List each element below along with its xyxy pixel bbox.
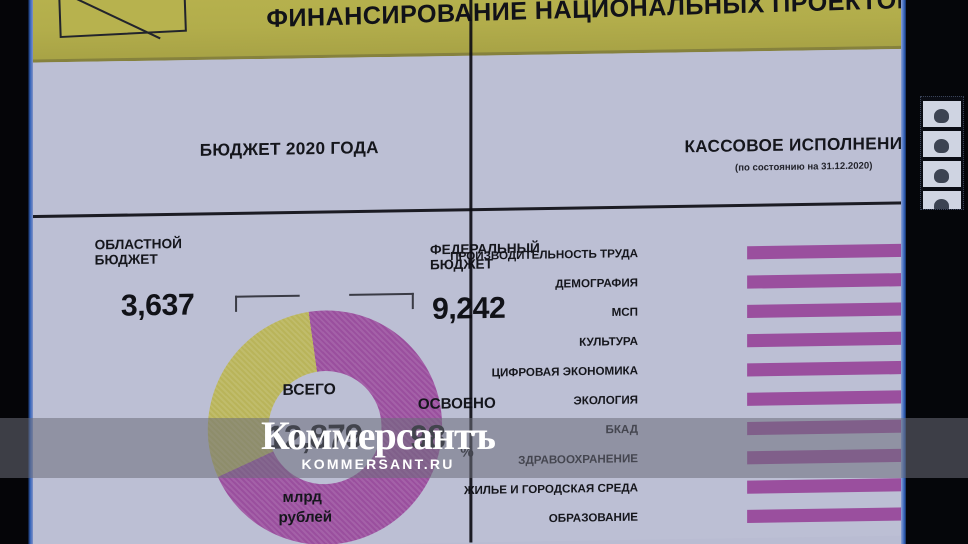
bracket-right [349,292,414,311]
chart-row-label: ПРОИЗВОДИТЕЛЬНОСТЬ ТРУДА [450,247,639,264]
screen-frame-right [901,0,907,544]
chart-row-label: ДЕМОГРАФИЯ [555,277,639,291]
total-label: ВСЕГО [282,380,336,399]
chart-row-bar [747,272,906,289]
chart-row-track [747,389,906,406]
thumbnail-participant [923,191,961,209]
chart-row-bar [747,331,906,348]
watermark-url: KOMMERSANT.RU [301,456,455,472]
chart-row-track [747,243,906,260]
regional-budget-label-line1: ОБЛАСТНОЙ [94,235,182,253]
thumbnail-participant [923,161,961,187]
regional-budget-value: 3,637 [120,288,195,323]
chart-row-label: ЭКОЛОГИЯ [573,394,639,408]
chart-row-track [747,272,906,289]
chart-row: ЭКОЛОГИЯ99 [533,387,906,413]
section-subcaption-date: (по состоянию на 31.12.2020) [735,160,873,174]
chart-row-bar [747,507,906,523]
chart-row-bar [747,302,906,318]
chart-row: ЦИФРОВАЯ ЭКОНОМИКА99 [492,357,906,383]
bracket-left [235,294,300,312]
execution-bar-chart: ПРОИЗВОДИТЕЛЬНОСТЬ ТРУДА100ДЕМОГРАФИЯ100… [450,240,906,541]
video-conference-thumbnails [920,96,964,210]
chart-row-track [747,360,906,377]
chart-row-bar [747,360,906,377]
total-unit-line1: млрд [282,488,322,507]
chart-row-label: КУЛЬТУРА [579,335,639,349]
screen-frame-left [28,0,33,544]
chart-row: ОБРАЗОВАНИЕ95 [533,504,906,530]
chart-row: ДЕМОГРАФИЯ100 [533,270,906,296]
chart-row-bar [747,243,906,260]
chart-row-track [747,507,906,523]
thumbnail-participant [923,101,961,127]
chart-row: ЖИЛЬЕ И ГОРОДСКАЯ СРЕДА96 [464,475,906,501]
chart-row-track [747,478,906,494]
regional-budget-label: ОБЛАСТНОЙ БЮДЖЕТ [95,236,182,268]
section-caption-budget: БЮДЖЕТ 2020 ГОДА [199,137,379,160]
chart-row-label: ЖИЛЬЕ И ГОРОДСКАЯ СРЕДА [463,482,639,498]
chart-row-label: МСП [611,306,639,320]
total-unit-line2: рублей [278,508,333,527]
chart-row-track [747,302,906,318]
chart-row-bar [747,389,906,406]
section-caption-execution: КАССОВОЕ ИСПОЛНЕНИЕ, % [684,133,907,157]
watermark-band [0,418,968,478]
thumbnail-participant [923,131,961,157]
chart-row: МСП99 [533,299,906,325]
chart-row-label: ОБРАЗОВАНИЕ [548,511,639,526]
chart-row-track [747,331,906,348]
chart-row-label: ЦИФРОВАЯ ЭКОНОМИКА [491,365,639,380]
regional-budget-label-line2: БЮДЖЕТ [94,251,158,268]
chart-row-bar [747,478,906,494]
chart-row: КУЛЬТУРА99 [533,328,906,354]
watermark-logo: Коммерсантъ [261,413,496,458]
